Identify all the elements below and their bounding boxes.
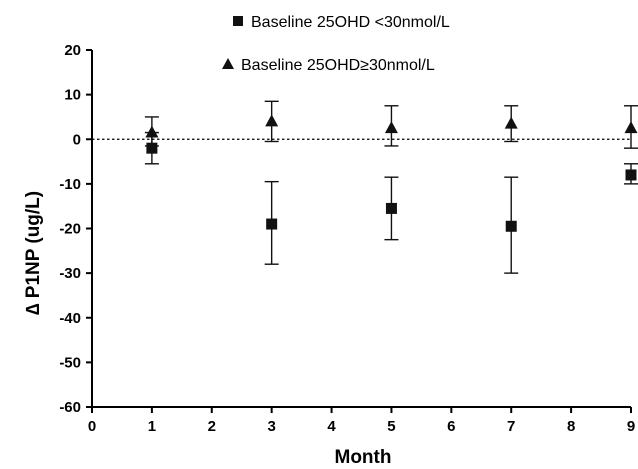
- square-marker: [385, 202, 397, 214]
- x-tick-label: 4: [327, 418, 336, 435]
- y-tick-label: 0: [73, 131, 81, 148]
- x-tick-label: 0: [88, 418, 96, 435]
- y-tick-label: -10: [59, 176, 81, 193]
- triangle-marker: [265, 114, 279, 127]
- y-tick-label: 10: [64, 87, 81, 104]
- y-tick-label: -60: [59, 399, 81, 416]
- square-marker: [146, 142, 158, 154]
- x-tick-label: 2: [208, 418, 216, 435]
- y-tick-label: -50: [59, 354, 81, 371]
- triangle-marker: [384, 121, 398, 134]
- legend-entry: Baseline 25OHD <30nmol/L: [233, 14, 450, 31]
- legend-label: Baseline 25OHD≥30nmol/L: [241, 57, 435, 74]
- legend-square-icon: [233, 16, 243, 26]
- legend-triangle-icon: [222, 58, 234, 69]
- triangle-marker: [624, 121, 638, 134]
- square-marker: [625, 169, 637, 181]
- x-tick-label: 6: [447, 418, 455, 435]
- x-tick-label: 5: [387, 418, 395, 435]
- x-tick-label: 3: [267, 418, 275, 435]
- triangle-marker: [145, 125, 159, 138]
- x-axis-title: Month: [335, 447, 392, 468]
- square-marker: [505, 220, 517, 232]
- x-tick-label: 1: [148, 418, 156, 435]
- square-marker: [266, 218, 278, 230]
- y-tick-label: -30: [59, 265, 81, 282]
- y-tick-label: 20: [64, 42, 81, 59]
- y-tick-label: -20: [59, 221, 81, 238]
- legend-entry: Baseline 25OHD≥30nmol/L: [222, 57, 435, 74]
- y-tick-label: -40: [59, 310, 81, 327]
- y-axis-title: ∆ P1NP (ug/L): [23, 191, 44, 315]
- triangle-marker: [504, 116, 518, 129]
- legend-label: Baseline 25OHD <30nmol/L: [251, 14, 450, 31]
- x-tick-label: 9: [627, 418, 635, 435]
- x-tick-label: 8: [567, 418, 575, 435]
- x-tick-label: 7: [507, 418, 515, 435]
